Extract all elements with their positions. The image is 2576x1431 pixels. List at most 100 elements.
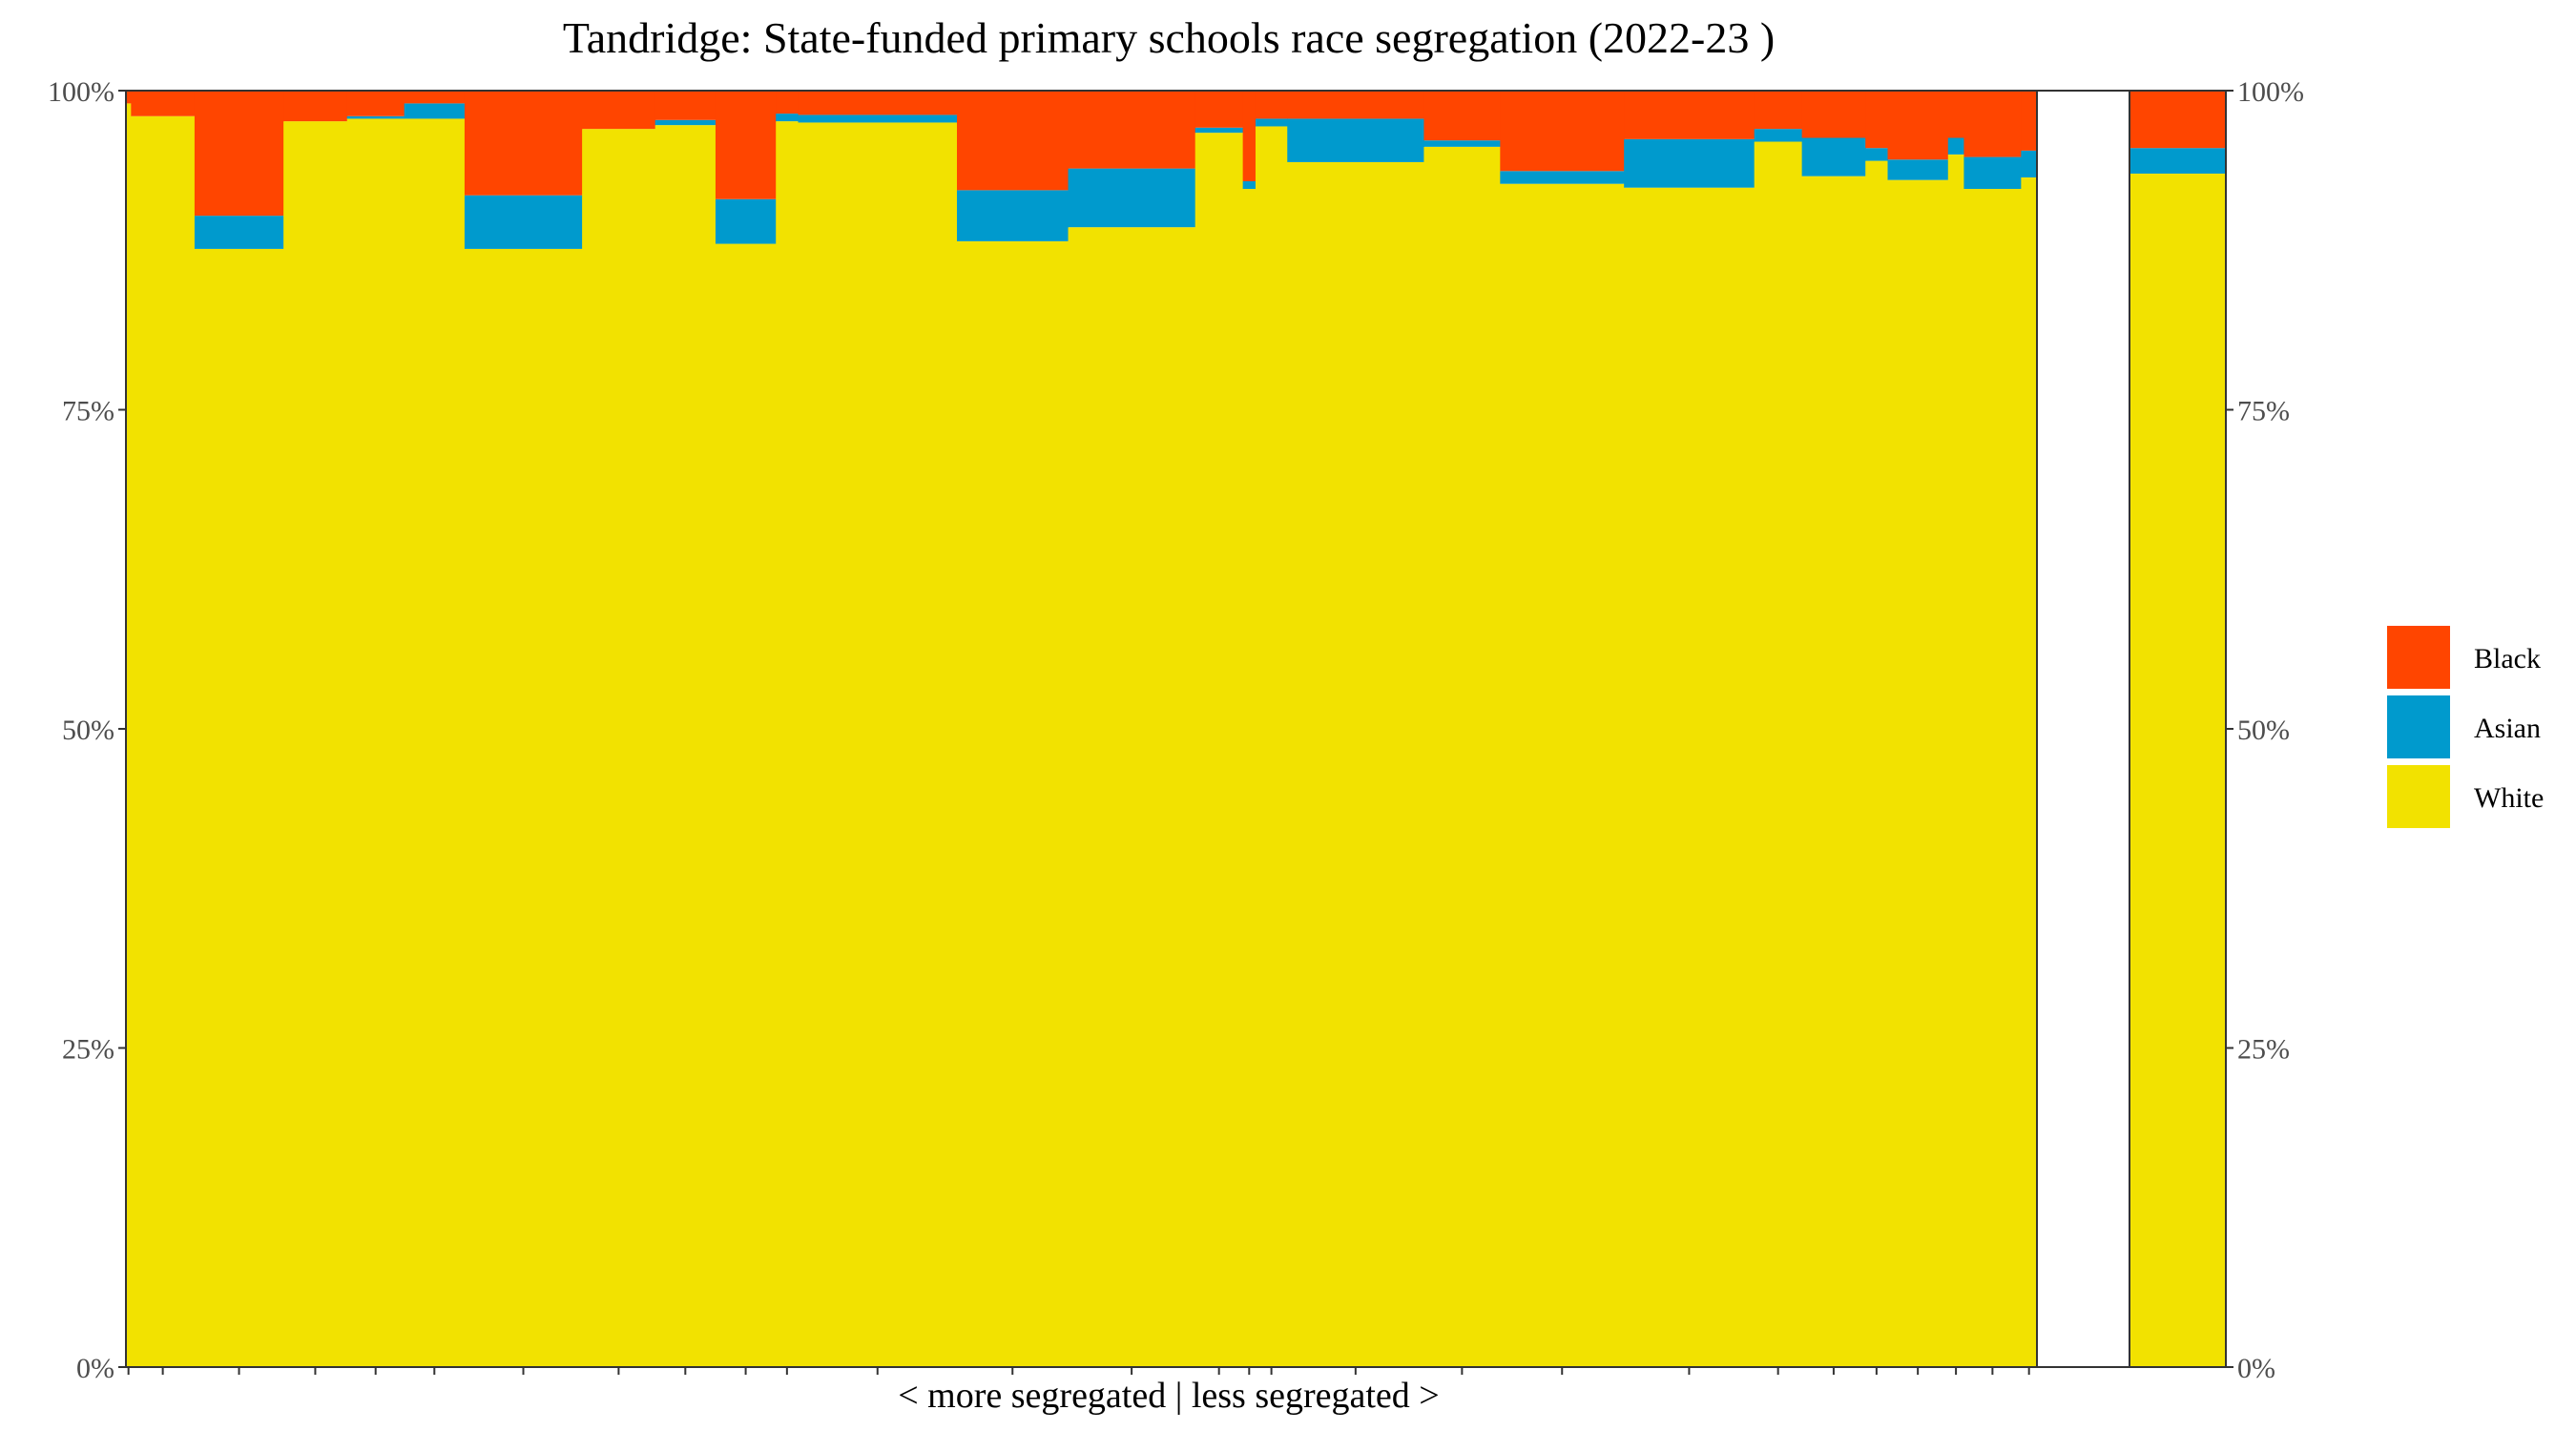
bar-black (1287, 91, 1425, 119)
bar-black (2021, 91, 2038, 151)
bar-white (1255, 126, 1288, 1368)
bar-black (404, 91, 466, 104)
bar-asian (1887, 159, 1949, 180)
bar-white (776, 121, 800, 1367)
legend: Black Asian White (2387, 626, 2544, 828)
bar-white (1754, 141, 1803, 1367)
bar-white (1068, 227, 1196, 1367)
bar-black (346, 91, 405, 116)
gap-panel-border (2036, 90, 2130, 1368)
bar-black (1242, 91, 1257, 181)
axes: 0% 25% 50% 75% 100% 0% 25% 50% 75% 100% (48, 76, 2304, 1384)
bar-white (1947, 154, 1965, 1367)
bar-white (582, 129, 656, 1367)
overall-bar (2129, 91, 2226, 1368)
bar-black (1963, 91, 2022, 157)
y-tick-label-left: 50% (62, 715, 114, 746)
bar-white (1963, 189, 2022, 1367)
bar-asian (404, 103, 466, 119)
bar-black (654, 91, 717, 120)
bar-asian (798, 114, 958, 123)
bar-white (1887, 179, 1949, 1367)
y-tick-label-left: 100% (48, 76, 114, 108)
bar-black (1887, 91, 1949, 160)
bar-white (798, 122, 958, 1368)
bar-asian (715, 198, 777, 244)
legend-swatch-asian (2387, 695, 2450, 758)
y-tick-label-right: 25% (2237, 1034, 2290, 1066)
bar-black (1947, 91, 1965, 138)
bar-asian (2021, 150, 2038, 177)
bar-black (1754, 91, 1803, 130)
bar-black (715, 91, 777, 199)
y-tick-label-right: 0% (2237, 1353, 2275, 1384)
bar-white (1287, 161, 1425, 1368)
legend-label-asian: Asian (2474, 713, 2541, 744)
bar-asian (194, 216, 284, 249)
bar-asian (1947, 137, 1965, 155)
bar-asian (346, 115, 405, 119)
bar-white (2021, 176, 2038, 1367)
bar-asian (1068, 168, 1196, 228)
school-bars (126, 91, 2038, 1368)
chart-title: Tandridge: State-funded primary schools … (563, 13, 1775, 62)
bar-white (283, 121, 348, 1367)
overall-bar-black (2129, 91, 2226, 149)
y-tick-label-left: 0% (76, 1353, 114, 1384)
bar-white (1242, 189, 1257, 1367)
bar-white (404, 118, 466, 1367)
bar-asian (1500, 171, 1625, 184)
bar-black (1865, 91, 1889, 149)
bar-asian (1423, 140, 1501, 147)
bar-asian (776, 114, 800, 122)
bar-black (1624, 91, 1755, 139)
bar-black (131, 91, 196, 116)
legend-label-black: Black (2474, 643, 2541, 674)
y-tick-label-left: 75% (62, 396, 114, 427)
bar-black (1801, 91, 1866, 138)
bar-asian (1801, 137, 1866, 176)
bar-white (1801, 176, 1866, 1367)
bar-black (1195, 91, 1244, 128)
bar-asian (1754, 129, 1803, 142)
bar-asian (1624, 138, 1755, 188)
bar-white (715, 243, 777, 1367)
bar-white (194, 248, 284, 1367)
bar-black (1255, 91, 1288, 119)
bar-white (464, 248, 583, 1367)
bar-asian (654, 119, 717, 126)
bar-black (582, 91, 656, 130)
x-axis-label: < more segregated | less segregated > (898, 1376, 1439, 1416)
y-tick-label-left: 25% (62, 1034, 114, 1066)
bar-white (1423, 146, 1501, 1368)
bar-white (654, 125, 717, 1368)
bar-white (1624, 187, 1755, 1368)
bar-asian (1242, 180, 1257, 190)
y-tick-label-right: 50% (2237, 715, 2290, 746)
bar-asian (1195, 127, 1244, 134)
bar-black (776, 91, 800, 114)
bar-black (1068, 91, 1196, 169)
bar-black (126, 91, 132, 104)
legend-label-white: White (2474, 782, 2544, 814)
y-tick-label-right: 100% (2237, 76, 2304, 108)
y-tick-label-right: 75% (2237, 396, 2290, 427)
bar-black (194, 91, 284, 217)
bar-black (464, 91, 583, 196)
bar-asian (1255, 118, 1288, 127)
bar-white (1500, 183, 1625, 1368)
bar-asian (464, 195, 583, 249)
overall-bar-white (2129, 173, 2226, 1368)
bar-black (283, 91, 348, 122)
bar-white (956, 240, 1070, 1367)
bar-asian (1287, 118, 1425, 162)
bar-white (1195, 133, 1244, 1367)
bar-white (1865, 160, 1889, 1368)
bar-asian (956, 190, 1070, 241)
bar-asian (1963, 156, 2022, 190)
bar-asian (1865, 148, 1889, 161)
overall-bar-asian (2129, 148, 2226, 174)
bar-black (798, 91, 958, 115)
bar-white (131, 115, 196, 1367)
